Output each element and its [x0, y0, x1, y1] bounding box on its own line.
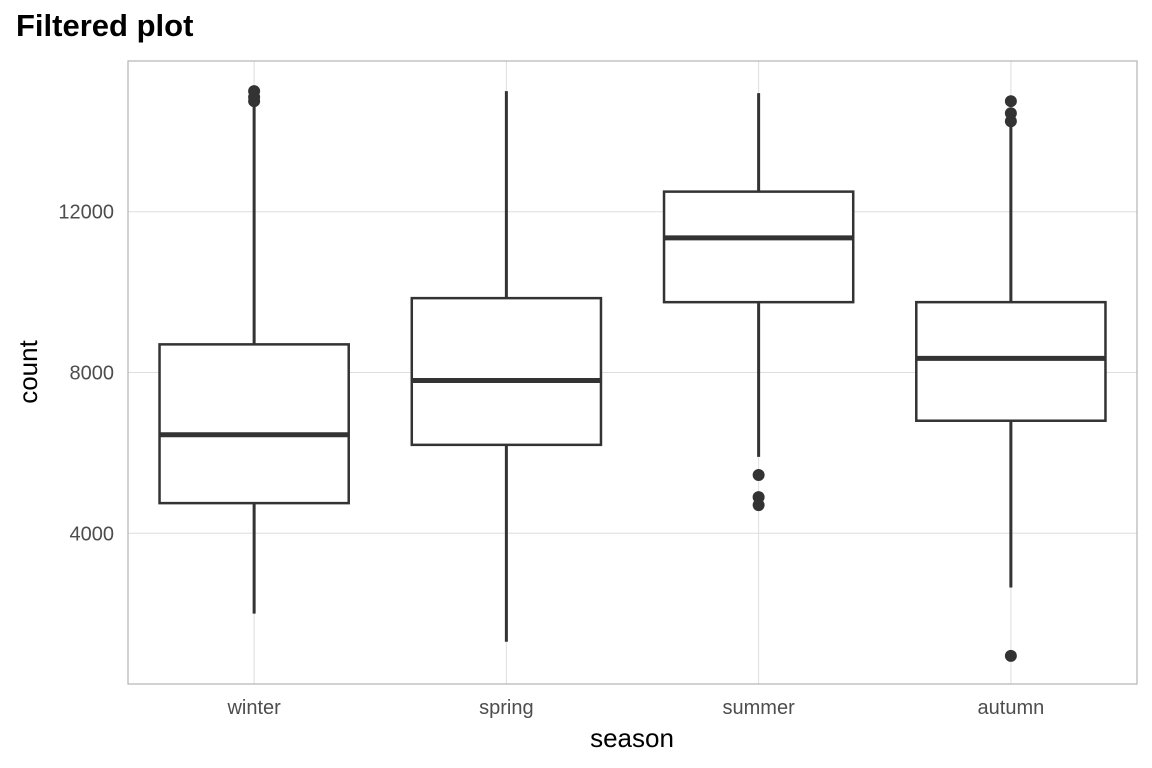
boxes: [158, 85, 1107, 662]
outlier-point: [752, 499, 765, 512]
x-tick-label: spring: [479, 697, 533, 719]
outlier-point: [248, 95, 261, 108]
box-winter: [158, 85, 350, 614]
y-tick-label: 4000: [70, 523, 115, 545]
box-autumn: [915, 95, 1107, 662]
iqr-box: [158, 343, 350, 505]
y-axis-title: count: [13, 339, 43, 403]
outlier-point: [1004, 115, 1017, 128]
y-tick-label: 8000: [70, 363, 115, 385]
outlier-point: [1004, 95, 1017, 108]
box-spring: [410, 91, 603, 642]
x-tick-label: winter: [226, 697, 281, 719]
x-tick-label: summer: [723, 697, 796, 719]
y-tick-label: 12000: [58, 202, 114, 224]
panel-border: [127, 60, 1138, 685]
x-axis-title: season: [590, 723, 674, 753]
box-summer: [662, 93, 855, 512]
x-tick-label: autumn: [978, 697, 1045, 719]
iqr-box: [410, 296, 603, 447]
outlier-point: [752, 468, 765, 481]
chart-title: Filtered plot: [16, 8, 194, 43]
axes: 4000 8000 12000 winter spring summer autumn: [58, 202, 1044, 719]
iqr-box: [662, 190, 855, 304]
iqr-box: [915, 300, 1107, 422]
outlier-point: [1004, 649, 1017, 662]
